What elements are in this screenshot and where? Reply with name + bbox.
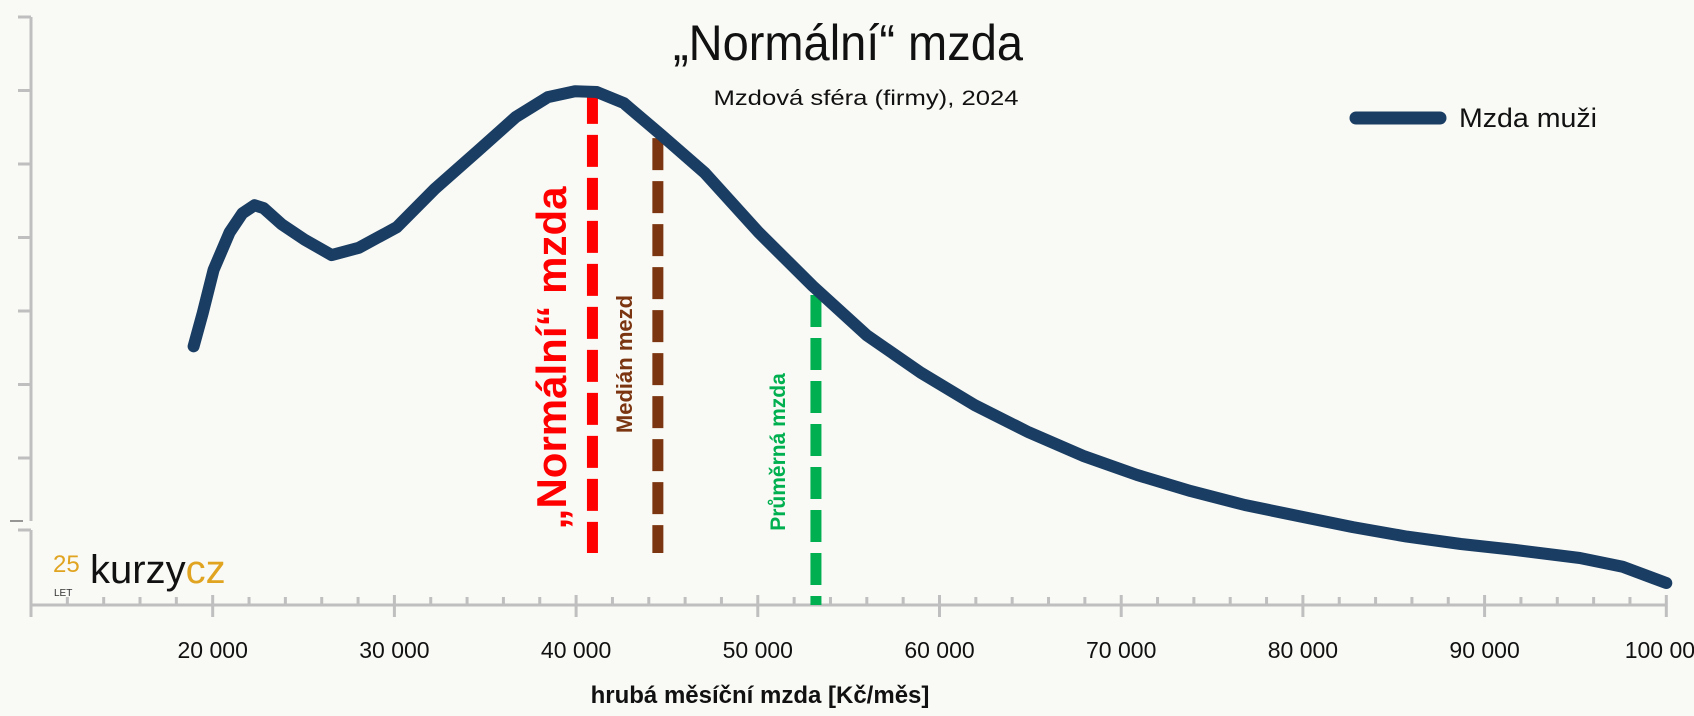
data-point <box>866 334 868 336</box>
data-point <box>547 96 549 98</box>
series-layer <box>187 85 1673 589</box>
data-point <box>758 231 760 233</box>
data-point <box>202 312 204 314</box>
x-tick-label: 60 000 <box>904 637 974 663</box>
data-point <box>213 269 215 271</box>
x-tick-label: 30 000 <box>359 637 429 663</box>
data-point <box>241 212 243 214</box>
data-point <box>1460 543 1462 545</box>
data-point <box>193 345 195 347</box>
data-point <box>253 204 255 206</box>
data-point <box>596 91 598 93</box>
data-point <box>1579 557 1581 559</box>
logo-years: 25 <box>53 551 80 578</box>
data-point <box>1244 504 1246 506</box>
legend: Mzda muži <box>1349 103 1597 133</box>
logo-cz: cz <box>186 548 226 592</box>
data-point <box>263 207 265 209</box>
data-point <box>1190 490 1192 492</box>
data-point <box>704 172 706 174</box>
data-point <box>1514 549 1516 551</box>
data-point <box>812 285 814 287</box>
data-point <box>434 188 436 190</box>
x-tick-label: 90 000 <box>1449 637 1519 663</box>
logo-let: LET <box>54 588 72 599</box>
data-point <box>1622 566 1624 568</box>
data-point <box>661 134 663 136</box>
data-point <box>1136 474 1138 476</box>
chart-subtitle: Mzdová sféra (firmy), 2024 <box>714 87 1019 110</box>
x-tick-label: 70 000 <box>1086 637 1156 663</box>
legend-label: Mzda muži <box>1459 103 1597 133</box>
data-point <box>304 239 306 241</box>
data-point <box>477 150 479 152</box>
x-tick-label: 50 000 <box>723 637 793 663</box>
x-axis-label: hrubá měsíční mzda [Kč/měs] <box>591 682 930 709</box>
x-tick-label: 40 000 <box>541 637 611 663</box>
marker-label-average: Průměrná mzda <box>767 373 790 531</box>
data-point <box>1406 536 1408 538</box>
x-tick-label: 80 000 <box>1268 637 1338 663</box>
data-point <box>1028 431 1030 433</box>
data-point <box>974 404 976 406</box>
marker-label-normal: „Normální“ mzda <box>528 186 575 530</box>
data-point <box>1298 515 1300 517</box>
logo-wordmark: kurzycz <box>90 548 226 592</box>
data-point <box>396 226 398 228</box>
data-point <box>281 223 283 225</box>
data-point <box>623 102 625 104</box>
marker-lines <box>586 91 822 605</box>
data-point <box>1082 455 1084 457</box>
logo-kurzy: kurzy <box>90 548 186 592</box>
chart-title: „Normální“ mzda <box>673 15 1023 71</box>
data-point <box>920 372 922 374</box>
data-point <box>1352 526 1354 528</box>
x-tick-label: 100 000 <box>1625 637 1694 663</box>
data-point <box>515 116 517 118</box>
data-point <box>331 254 333 256</box>
kurzy-logo: 25 LET kurzycz <box>53 548 226 599</box>
data-point <box>574 90 576 92</box>
data-point <box>358 247 360 249</box>
x-tick-label: 20 000 <box>178 637 248 663</box>
axes: 20 000 30 000 40 000 50 000 60 000 70 000 80 0… <box>10 15 1694 663</box>
marker-label-median: Medián mezd <box>612 295 637 433</box>
data-point <box>229 231 231 233</box>
data-point <box>1665 582 1667 584</box>
